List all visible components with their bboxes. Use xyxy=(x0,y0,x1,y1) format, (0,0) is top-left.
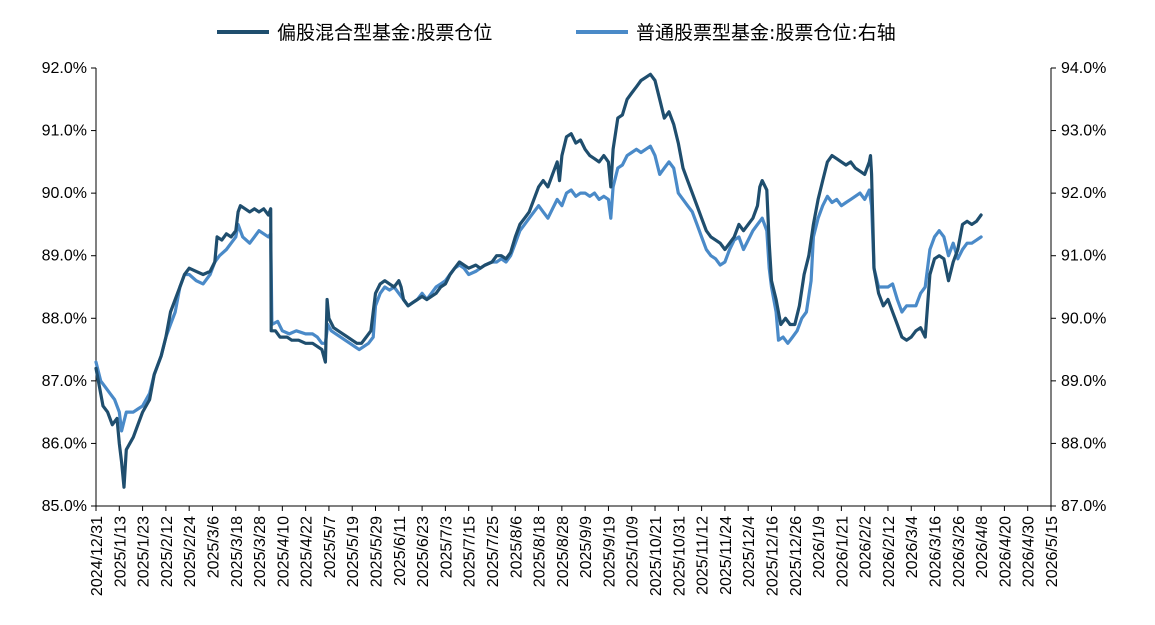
x-tick-label: 2025/8/18 xyxy=(532,516,549,587)
series-line-left xyxy=(94,72,983,489)
y-right-tick-label: 88.0% xyxy=(1061,435,1106,452)
x-tick-label: 2025/10/21 xyxy=(648,516,665,596)
x-tick-label: 2025/10/9 xyxy=(625,516,642,587)
x-tick-label: 2026/3/16 xyxy=(928,516,945,587)
x-tick-label: 2026/4/30 xyxy=(1021,516,1038,587)
x-tick-label: 2026/3/4 xyxy=(904,516,921,578)
legend-item-right-series: 普通股票型基金:股票仓位:右轴 xyxy=(576,18,896,45)
y-right-tick-label: 94.0% xyxy=(1061,60,1106,77)
y-left-tick-label: 88.0% xyxy=(42,310,87,327)
x-tick-label: 2025/2/12 xyxy=(159,516,176,587)
x-tick-label: 2025/8/6 xyxy=(508,516,525,578)
x-tick-label: 2026/5/15 xyxy=(1044,516,1061,587)
chart-axes: 92.0% 91.0% 90.0% 89.0% 88.0% 87.0% 86.0% 85.0%… xyxy=(42,60,1107,596)
x-tick-label: 2025/12/4 xyxy=(741,516,758,587)
y-left-tick-label: 89.0% xyxy=(42,248,87,265)
x-tick-label: 2025/11/24 xyxy=(718,516,735,595)
legend-swatch-right-series xyxy=(576,29,628,34)
x-tick-label: 2026/4/20 xyxy=(997,516,1014,587)
x-tick-label: 2025/8/28 xyxy=(555,516,572,587)
x-tick-label: 2025/3/18 xyxy=(229,516,246,587)
x-tick-label: 2025/1/23 xyxy=(136,516,153,587)
y-right-tick-label: 87.0% xyxy=(1061,498,1106,515)
chart-series-lines xyxy=(94,72,983,489)
x-tick-label: 2025/5/19 xyxy=(345,516,362,587)
x-tick-label: 2025/9/9 xyxy=(578,516,595,578)
x-tick-label: 2025/12/26 xyxy=(788,516,805,596)
y-left-tick-label: 91.0% xyxy=(42,123,87,140)
x-tick-label: 2026/1/21 xyxy=(834,516,851,587)
x-tick-label: 2025/5/7 xyxy=(322,516,339,578)
x-tick-label: 2026/2/12 xyxy=(881,516,898,587)
x-tick-label: 2024/12/31 xyxy=(89,516,106,596)
x-tick-label: 2025/7/25 xyxy=(485,516,502,587)
x-tick-label: 2025/10/31 xyxy=(671,516,688,596)
x-tick-label: 2025/4/22 xyxy=(299,516,316,587)
y-left-tick-label: 85.0% xyxy=(42,498,87,515)
x-tick-label: 2026/3/26 xyxy=(951,516,968,587)
x-tick-label: 2025/7/15 xyxy=(462,516,479,587)
x-tick-label: 2025/9/19 xyxy=(601,516,618,587)
y-right-tick-label: 92.0% xyxy=(1061,185,1106,202)
x-tick-label: 2025/1/13 xyxy=(112,516,129,587)
y-right-tick-label: 91.0% xyxy=(1061,248,1106,265)
y-right-tick-label: 93.0% xyxy=(1061,123,1106,140)
x-tick-label: 2025/11/12 xyxy=(695,516,712,595)
legend-label-left-series: 偏股混合型基金:股票仓位 xyxy=(277,22,493,44)
x-tick-label: 2025/6/23 xyxy=(415,516,432,587)
x-tick-label: 2025/6/11 xyxy=(392,516,409,586)
chart-legend: 偏股混合型基金:股票仓位 普通股票型基金:股票仓位:右轴 xyxy=(0,18,1155,48)
legend-label-right-series: 普通股票型基金:股票仓位:右轴 xyxy=(636,22,896,44)
series-line-right xyxy=(94,144,983,433)
y-left-tick-label: 90.0% xyxy=(42,185,87,202)
x-tick-label: 2025/3/6 xyxy=(205,516,222,578)
x-tick-label: 2025/3/28 xyxy=(252,516,269,587)
y-right-tick-label: 89.0% xyxy=(1061,373,1106,390)
legend-swatch-left-series xyxy=(217,29,269,34)
x-tick-label: 2026/2/2 xyxy=(858,516,875,578)
x-tick-label: 2025/12/16 xyxy=(764,516,781,596)
x-tick-label: 2026/1/9 xyxy=(811,516,828,578)
y-left-tick-label: 87.0% xyxy=(42,373,87,390)
legend-item-left-series: 偏股混合型基金:股票仓位 xyxy=(217,18,492,45)
y-right-tick-label: 90.0% xyxy=(1061,310,1106,327)
x-tick-label: 2026/4/8 xyxy=(974,516,991,578)
y-left-tick-label: 92.0% xyxy=(42,60,87,77)
y-left-tick-label: 86.0% xyxy=(42,435,87,452)
x-tick-label: 2025/2/24 xyxy=(182,516,199,587)
x-tick-label: 2025/4/10 xyxy=(275,516,292,587)
x-tick-label: 2025/5/29 xyxy=(369,516,386,587)
x-tick-label: 2025/7/3 xyxy=(438,516,455,578)
